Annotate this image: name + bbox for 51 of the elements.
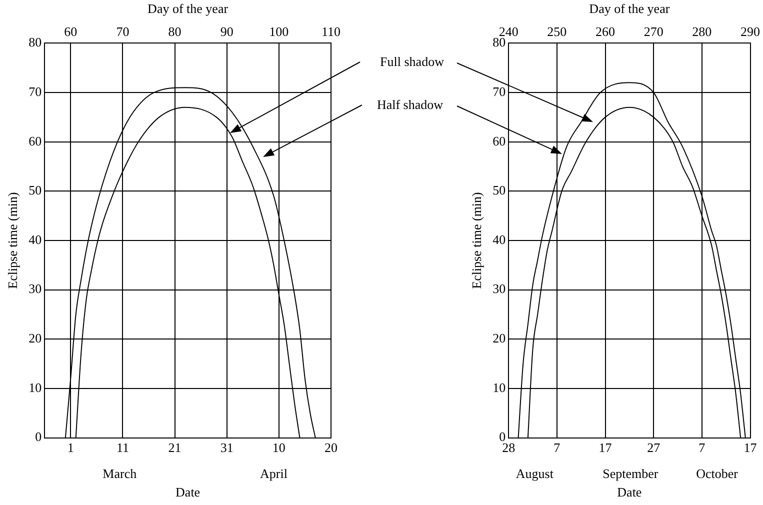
y-axis-title: Eclipse time (min) [469, 192, 484, 289]
text: Half shadow [376, 97, 444, 113]
y-tick-label: 70 [492, 84, 506, 99]
x-tick-label: 21 [168, 440, 182, 456]
y-tick-label: 20 [492, 330, 506, 346]
x2-tick-label: 280 [692, 24, 712, 39]
x-tick-label: 7 [554, 440, 561, 456]
text: September [602, 466, 659, 482]
y-tick-label: 50 [492, 182, 506, 198]
y-tick-label: 60 [28, 133, 42, 148]
x-tick-label: 1 [67, 440, 74, 456]
x2-axis-title: Day of the year [148, 1, 229, 16]
x-tick-label: 10 [272, 440, 286, 456]
x2-tick-label: 80 [168, 24, 182, 39]
x-tick-label: 27 [647, 440, 661, 456]
y-tick-label: 80 [28, 34, 42, 50]
y-tick-label: 60 [492, 133, 506, 148]
x2-tick-label: 250 [547, 24, 567, 39]
x2-tick-label: 100 [269, 24, 289, 39]
x2-tick-label: 260 [596, 24, 616, 39]
y-tick-label: 20 [28, 330, 42, 346]
x2-tick-label: 110 [321, 24, 341, 39]
x-tick-label: 17 [744, 440, 758, 456]
y-tick-label: 30 [492, 281, 506, 296]
x2-axis-title: Day of the year [589, 1, 670, 16]
x2-tick-label: 90 [220, 24, 234, 39]
x2-tick-label: 60 [64, 24, 78, 39]
y-tick-label: 70 [28, 84, 42, 99]
x-tick-label: 31 [220, 440, 234, 456]
y-tick-label: 10 [492, 380, 506, 395]
x-tick-label: 7 [698, 440, 706, 456]
text: April [260, 466, 288, 482]
x-tick-label: 17 [598, 440, 612, 456]
text: October [696, 466, 739, 482]
y-tick-label: 0 [35, 429, 42, 444]
y-tick-label: 10 [28, 380, 42, 395]
y-tick-label: 50 [28, 182, 42, 198]
y-tick-label: 30 [28, 281, 42, 296]
x-axis-title: Date [617, 484, 642, 500]
y-tick-label: 40 [492, 232, 506, 247]
y-tick-label: 40 [28, 232, 42, 247]
x2-tick-label: 290 [740, 24, 760, 39]
x-tick-label: 20 [324, 440, 338, 456]
text: August [516, 466, 554, 482]
x2-tick-label: 270 [644, 24, 664, 39]
x-axis-title: Date [176, 484, 200, 500]
text: March [102, 466, 138, 482]
y-axis-title: Eclipse time (min) [5, 192, 20, 289]
text: Full shadow [380, 54, 444, 70]
x2-tick-label: 70 [116, 24, 130, 39]
x-tick-label: 11 [116, 440, 129, 456]
